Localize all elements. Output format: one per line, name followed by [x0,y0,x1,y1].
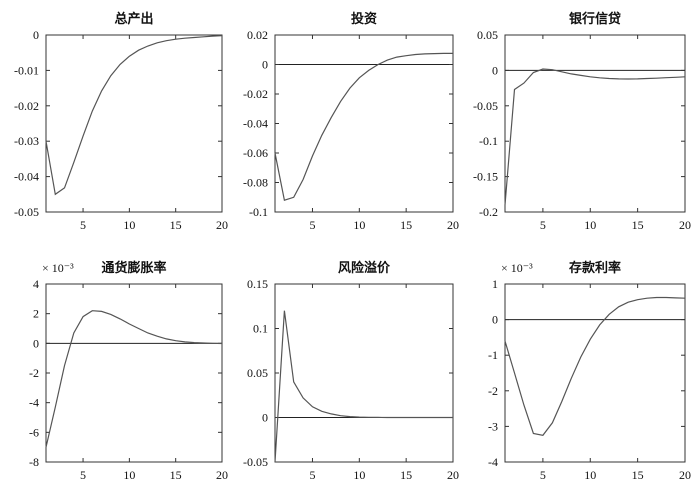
y-tick-label: 0.15 [247,277,268,291]
y-tick-label: 0.1 [253,322,268,336]
y-tick-label: 0 [33,28,39,42]
y-tick-label: -0.02 [243,87,268,101]
x-tick-label: 20 [679,218,691,232]
chart-title: 通货膨胀率 [101,260,166,276]
plot-frame [45,283,223,463]
x-tick-label: 15 [400,218,412,232]
y-tick-label: 0.05 [477,28,498,42]
x-tick-label: 5 [309,468,315,482]
plot-frame [504,34,686,213]
response-line [45,310,223,448]
y-tick-label: -4 [488,455,498,469]
y-tick-label: -0.1 [479,134,498,148]
x-tick-label: 5 [80,218,86,232]
y-tick-label: -0.05 [473,99,498,113]
x-tick-label: 15 [170,468,182,482]
chart-panel-6: 存款利率 × 10⁻³ 5 10 15 20 -4 -3 -2 -1 0 1 [488,260,691,482]
scale-label: × 10⁻³ [501,261,533,275]
y-tick-label: -4 [29,396,39,410]
chart-panel-4: 通货膨胀率 × 10⁻³ 5 10 15 20 -8 -6 -4 -2 0 2 4 [29,260,228,482]
y-tick-label: 0.02 [247,28,268,42]
y-tick-label: -0.2 [479,205,498,219]
x-tick-label: 5 [309,218,315,232]
chart-panel-5: 风险溢价 5 10 15 20 -0.05 0 0.05 0.1 0.15 [243,260,459,482]
x-tick-label: 20 [216,218,228,232]
x-tick-label: 10 [353,218,365,232]
x-tick-label: 15 [632,468,644,482]
x-tick-label: 10 [123,468,135,482]
x-tick-label: 15 [632,218,644,232]
y-tick-label: -0.08 [243,176,268,190]
x-tick-label: 5 [540,218,546,232]
y-tick-label: -0.15 [473,170,498,184]
chart-panel-2: 投资 5 10 15 20 -0.1 -0.08 -0.06 -0.04 -0.02 0 0.02 [243,11,459,232]
chart-title: 风险溢价 [338,260,391,276]
y-tick-label: -0.03 [14,134,39,148]
chart-title: 存款利率 [569,260,621,276]
plot-frame [45,34,223,213]
y-tick-label: -0.05 [243,455,268,469]
chart-title: 银行信贷 [569,11,621,27]
chart-panel-3: 银行信贷 5 10 15 20 -0.2 -0.15 -0.1 -0.05 0 0.05 [473,11,691,232]
y-tick-label: 2 [33,307,39,321]
y-tick-label: -0.01 [14,63,39,77]
y-tick-label: 4 [33,277,39,291]
y-tick-label: 0 [492,313,498,327]
y-tick-label: -0.05 [14,205,39,219]
x-tick-label: 20 [216,468,228,482]
y-tick-label: 0 [262,58,268,72]
y-tick-label: 0 [262,411,268,425]
y-tick-label: -3 [488,419,498,433]
y-tick-label: -0.04 [243,117,268,131]
x-tick-label: 20 [679,468,691,482]
chart-title: 投资 [351,11,377,27]
plot-frame [504,283,686,463]
y-tick-label: 1 [492,277,498,291]
response-line [274,52,453,201]
y-tick-label: -0.1 [249,205,268,219]
x-tick-label: 10 [584,218,596,232]
plot-frame [274,34,454,213]
x-tick-label: 15 [170,218,182,232]
y-tick-label: -0.04 [14,170,39,184]
y-tick-label: 0 [33,336,39,350]
response-line [274,310,453,463]
x-tick-label: 20 [447,468,459,482]
x-tick-label: 5 [540,468,546,482]
y-tick-label: -2 [29,366,39,380]
y-tick-label: 0.05 [247,366,268,380]
y-tick-label: 0 [492,63,498,77]
y-tick-label: -6 [29,425,39,439]
x-tick-label: 10 [584,468,596,482]
y-tick-label: -1 [488,348,498,362]
y-tick-label: -0.06 [243,146,268,160]
x-tick-label: 20 [447,218,459,232]
x-tick-label: 10 [353,468,365,482]
chart-title: 总产出 [114,11,153,27]
y-tick-label: -2 [488,384,498,398]
chart-panel-1: 总产出 5 10 15 20 -0.05 -0.04 -0.03 -0.02 -0.01 0 [14,11,228,232]
scale-label: × 10⁻³ [42,261,74,275]
x-tick-label: 5 [80,468,86,482]
response-line [504,68,686,205]
plot-frame [274,283,454,463]
x-tick-label: 15 [400,468,412,482]
y-tick-label: -8 [29,455,39,469]
y-tick-label: -0.02 [14,99,39,113]
response-line [45,35,223,196]
response-line [504,296,686,436]
x-tick-label: 10 [123,218,135,232]
